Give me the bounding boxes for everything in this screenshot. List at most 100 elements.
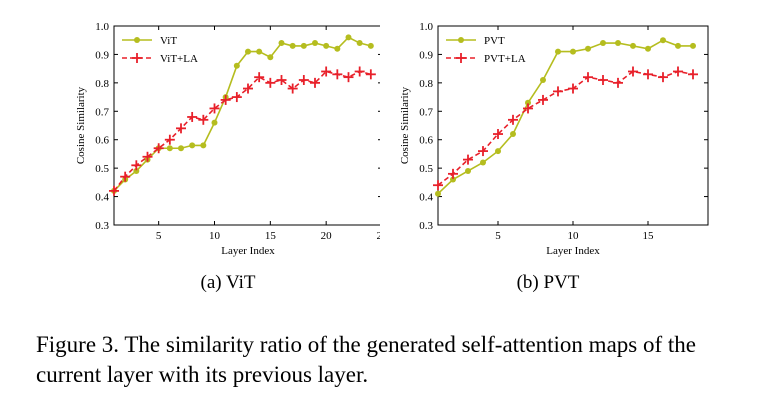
data-point — [287, 83, 298, 94]
data-point — [450, 176, 456, 183]
y-tick-label: 0.9 — [419, 49, 433, 61]
data-point — [643, 69, 653, 80]
data-point — [435, 190, 441, 197]
y-tick-label: 0.9 — [95, 49, 109, 61]
data-point — [209, 103, 220, 114]
data-point — [312, 40, 318, 47]
data-point — [254, 72, 265, 83]
data-point — [233, 62, 240, 69]
series-line — [437, 70, 694, 186]
data-point — [628, 66, 638, 77]
data-point — [613, 77, 623, 88]
legend-label: PVT+LA — [484, 53, 526, 65]
data-point — [164, 134, 175, 145]
y-tick-label: 0.4 — [419, 192, 433, 204]
y-tick-label: 0.8 — [95, 78, 109, 90]
data-point — [568, 83, 578, 94]
data-point — [570, 48, 576, 55]
data-point — [220, 94, 231, 105]
x-tick-label: 10 — [209, 230, 221, 242]
data-point — [198, 114, 209, 125]
data-point — [538, 94, 548, 105]
data-point — [176, 123, 186, 134]
data-point — [131, 160, 142, 171]
x-tick-label: 25 — [377, 230, 381, 242]
data-point — [321, 66, 332, 77]
data-point — [510, 131, 516, 138]
series-line — [437, 39, 693, 195]
plot-frame — [437, 25, 709, 226]
data-point — [343, 72, 354, 83]
data-point — [310, 77, 320, 88]
data-point — [478, 146, 488, 157]
x-tick-label: 20 — [321, 230, 333, 242]
data-point — [231, 92, 242, 103]
y-tick-label: 0.6 — [419, 135, 433, 147]
y-axis-label: Cosine Similarity — [75, 86, 87, 164]
data-point — [356, 40, 363, 47]
chart-vit: 0.3 0.4 0.5 0.6 0.7 0.8 0.9 1.0 5 10 15 20 25 Layer I… — [75, 21, 381, 257]
data-point — [289, 42, 296, 49]
x-tick-label: 10 — [568, 230, 580, 242]
x-tick-label: 5 — [495, 230, 501, 242]
legend-marker — [134, 37, 140, 43]
data-point — [298, 75, 309, 86]
data-point — [256, 48, 263, 55]
data-point — [200, 142, 207, 149]
data-point — [142, 151, 153, 162]
data-point — [265, 77, 276, 88]
y-tick-label: 0.5 — [419, 163, 433, 175]
legend-marker — [132, 53, 142, 63]
data-point — [109, 185, 119, 196]
data-point — [555, 48, 561, 55]
data-point — [658, 72, 668, 83]
figure-charts: 0.3 0.4 0.5 0.6 0.7 0.8 0.9 1.0 5 10 15 20 25 Layer I… — [75, 21, 709, 257]
legend-label: ViT — [160, 35, 177, 47]
y-tick-label: 0.6 — [95, 135, 109, 147]
data-point — [448, 168, 458, 179]
plot-frame — [113, 25, 380, 226]
y-tick-label: 0.7 — [419, 106, 433, 118]
data-point — [332, 69, 343, 80]
y-axis-label: Cosine Similarity — [399, 86, 411, 164]
data-point — [189, 142, 196, 149]
x-axis-label: Layer Index — [546, 245, 600, 257]
data-point — [630, 42, 636, 49]
data-point — [465, 167, 471, 174]
data-point — [120, 171, 131, 182]
y-tick-label: 0.5 — [95, 163, 109, 175]
legend-label: ViT+LA — [160, 53, 198, 65]
y-tick-label: 0.7 — [95, 106, 109, 118]
figure-caption: Figure 3. The similarity ratio of the ge… — [36, 332, 696, 387]
data-point — [645, 45, 651, 52]
subcaption-pvt: (b) PVT — [516, 272, 580, 293]
data-point — [495, 148, 501, 155]
data-point — [187, 111, 198, 122]
x-tick-label: 5 — [156, 230, 162, 242]
data-point — [178, 145, 184, 152]
x-tick-label: 15 — [643, 230, 655, 242]
data-point — [354, 66, 365, 77]
data-point — [463, 154, 473, 165]
data-point — [523, 103, 533, 114]
y-tick-label: 0.8 — [419, 78, 433, 90]
data-point — [673, 66, 683, 77]
data-point — [267, 54, 274, 61]
data-point — [367, 42, 374, 49]
data-point — [433, 180, 443, 191]
data-point — [278, 40, 285, 47]
data-point — [540, 77, 546, 84]
x-tick-label: 15 — [265, 230, 277, 242]
legend-marker — [458, 37, 464, 43]
data-point — [660, 37, 666, 44]
data-point — [243, 83, 253, 94]
data-point — [600, 40, 606, 47]
data-point — [133, 167, 140, 174]
data-point — [493, 129, 503, 140]
data-point — [585, 45, 591, 52]
data-point — [688, 69, 698, 80]
data-point — [153, 143, 164, 154]
subcaption-vit: (a) ViT — [200, 272, 256, 293]
data-point — [598, 75, 608, 86]
chart-pvt: 0.3 0.4 0.5 0.6 0.7 0.8 0.9 1.0 5 10 15 Layer Index… — [399, 21, 709, 257]
